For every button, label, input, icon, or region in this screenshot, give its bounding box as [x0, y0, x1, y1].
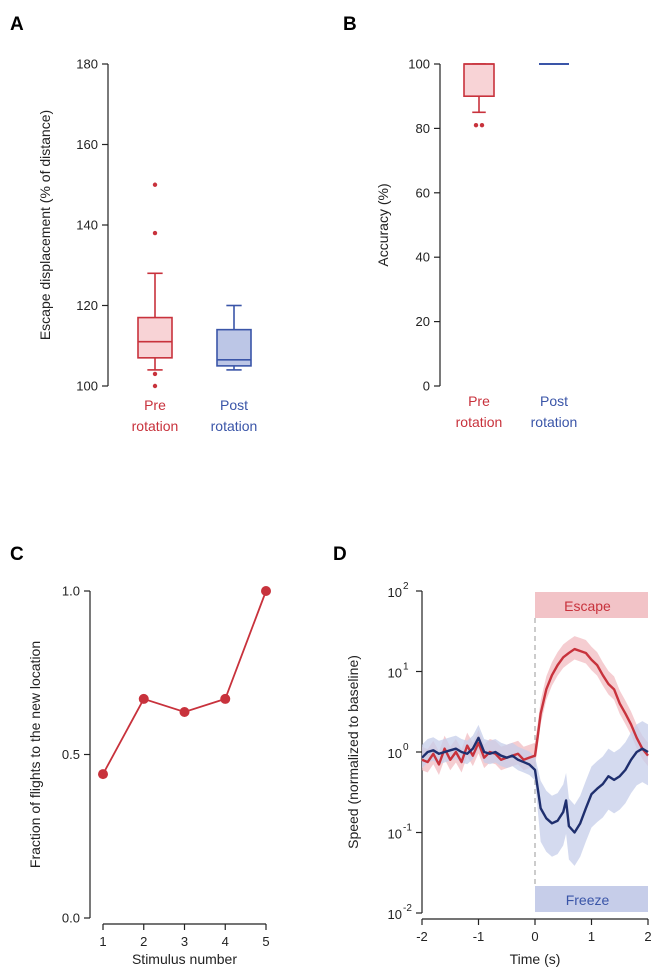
y-tick-label: 10: [388, 666, 402, 681]
outlier-point: [152, 371, 158, 377]
error-band: [422, 721, 648, 866]
y-tick-label: 20: [416, 314, 430, 329]
outlier-point: [152, 230, 158, 236]
y-tick-label: 1.0: [62, 584, 80, 599]
data-point: [261, 586, 271, 596]
y-tick-label: 0: [423, 379, 430, 394]
series-line: [102, 590, 267, 775]
escape-bar: [535, 592, 648, 618]
x-tick-label: -2: [416, 929, 428, 944]
y-axis-label: Speed (normalized to baseline): [345, 655, 361, 849]
box-group: Pre rotation: [456, 63, 503, 430]
box-group: Post rotation: [531, 63, 578, 430]
y-tick-label: 0.5: [62, 747, 80, 762]
x-axis-label: Time (s): [510, 951, 561, 967]
y-tick-label: 10: [388, 907, 402, 922]
outlier-point: [473, 122, 479, 128]
data-point: [98, 769, 108, 780]
box: [463, 63, 495, 98]
y-tick-label: 10: [388, 585, 402, 600]
y-tick-label: 10: [388, 827, 402, 842]
y-axis-label: Escape displacement (% of distance): [37, 110, 53, 340]
x-tick-label: 2: [644, 929, 651, 944]
panel-letter: A: [10, 14, 24, 35]
y-tick-label: 40: [416, 250, 430, 265]
data-point: [138, 693, 149, 704]
escape-label: Escape: [564, 598, 611, 614]
freeze-label: Freeze: [566, 892, 610, 908]
y-tick-label: 0.0: [62, 911, 80, 926]
y-tick-label: 60: [416, 185, 430, 200]
y-tick-exponent: 0: [403, 742, 409, 753]
y-tick-exponent: 1: [403, 662, 409, 673]
group-label: rotation: [456, 414, 503, 430]
group-label: Post: [220, 397, 248, 413]
outlier-point: [152, 383, 158, 389]
group-label: rotation: [531, 414, 578, 430]
panel-letter: D: [333, 544, 347, 565]
series-line: [421, 736, 649, 834]
series-line: [421, 647, 649, 766]
x-tick-label: -1: [473, 929, 485, 944]
box-group: Post rotation: [211, 304, 258, 434]
group-label: rotation: [132, 418, 179, 434]
y-tick-label: 180: [76, 57, 98, 72]
y-tick-label: 140: [76, 218, 98, 233]
x-tick-label: 4: [222, 934, 229, 949]
x-tick-label: 3: [181, 934, 188, 949]
group-label: Pre: [468, 393, 490, 409]
y-tick-label: 100: [76, 379, 98, 394]
freeze-bar: [535, 886, 648, 912]
panel-letter: C: [10, 544, 24, 565]
y-tick-label: 80: [416, 121, 430, 136]
y-tick-exponent: 2: [403, 581, 409, 592]
y-tick-label: 160: [76, 137, 98, 152]
box-group: Pre rotation: [132, 182, 179, 434]
group-label: Post: [540, 393, 568, 409]
panel-c: C 0.0 0.5 1.0 1 2 3 4 5 Stimulus number Fraction o…: [10, 544, 271, 967]
x-axis-label: Stimulus number: [132, 951, 237, 967]
data-point: [179, 706, 190, 717]
x-tick-label: 2: [140, 934, 147, 949]
y-tick-exponent: -1: [403, 823, 412, 834]
outlier-point: [479, 122, 485, 128]
outlier-point: [152, 182, 158, 187]
y-tick-label: 100: [408, 57, 430, 72]
x-tick-label: 5: [262, 934, 269, 949]
panel-letter: B: [343, 14, 357, 35]
y-axis-label: Fraction of flights to the new location: [27, 641, 43, 868]
data-point: [220, 693, 231, 704]
group-label: rotation: [211, 418, 258, 434]
box: [137, 316, 173, 359]
y-tick-exponent: -2: [403, 903, 412, 914]
group-label: Pre: [144, 397, 166, 413]
y-axis-label: Accuracy (%): [375, 183, 391, 266]
panel-a: A 100 120 140 160 180 Escape displacement (% o…: [10, 14, 257, 434]
x-tick-label: 0: [531, 929, 538, 944]
x-tick-label: 1: [588, 929, 595, 944]
y-tick-label: 10: [388, 746, 402, 761]
y-tick-label: 120: [76, 298, 98, 313]
x-tick-label: 1: [99, 934, 106, 949]
